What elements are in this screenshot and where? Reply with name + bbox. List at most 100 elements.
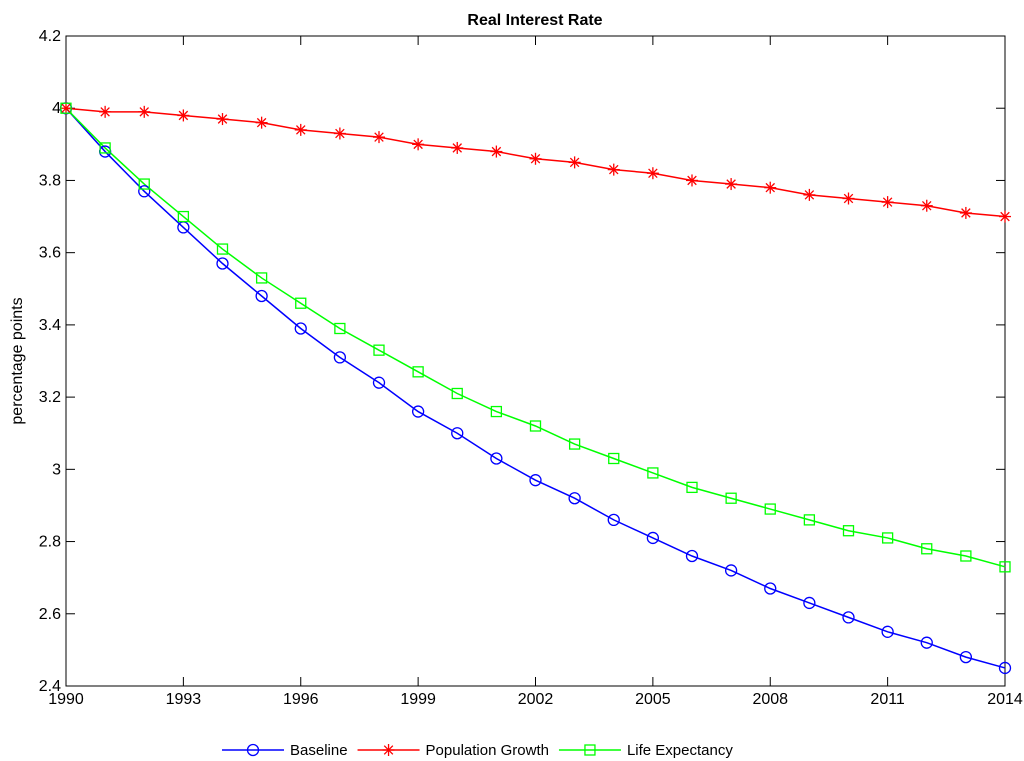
legend-marker (584, 744, 596, 756)
legend-marker (382, 744, 395, 756)
data-point (60, 102, 72, 115)
legend: Baseline Population Growth Life Expectancy (222, 742, 733, 759)
series-group (59, 102, 1012, 675)
y-tick-label: 2.8 (39, 534, 61, 551)
data-point (607, 163, 620, 176)
data-point (607, 513, 620, 527)
chart-title: Real Interest Rate (467, 12, 602, 29)
data-point (959, 206, 972, 219)
data-point (920, 199, 933, 212)
legend-entry: Population Growth (426, 742, 549, 759)
x-tick-label: 2002 (518, 691, 554, 708)
data-point (764, 582, 777, 595)
data-point (255, 289, 268, 303)
data-point (138, 185, 151, 198)
y-tick-label: 3.8 (39, 172, 61, 189)
data-point (451, 427, 464, 440)
data-point (255, 272, 268, 284)
x-tick-label: 2011 (870, 691, 905, 708)
data-point (216, 113, 229, 126)
data-point (803, 596, 816, 610)
data-point (999, 210, 1011, 223)
data-point (646, 531, 660, 545)
y-tick-label: 3 (52, 461, 61, 478)
data-point (568, 156, 581, 169)
data-point (138, 105, 151, 118)
y-tick-label: 4.2 (39, 28, 61, 45)
y-tick-label: 3.2 (39, 389, 61, 406)
y-tick-label: 2.6 (39, 606, 61, 623)
data-point (686, 174, 698, 187)
data-point (568, 492, 581, 505)
data-point (177, 210, 190, 223)
data-point (803, 514, 816, 526)
data-point (334, 322, 346, 335)
data-point (685, 549, 699, 563)
data-point (881, 532, 894, 544)
data-point (725, 492, 737, 504)
data-point (529, 474, 542, 487)
data-point (490, 452, 503, 465)
data-point (529, 152, 542, 165)
data-point (451, 141, 464, 154)
data-point (99, 105, 112, 118)
data-point (842, 611, 855, 624)
data-point (842, 192, 855, 205)
data-point (295, 297, 307, 309)
data-point (216, 257, 229, 270)
x-tick-label: 1996 (283, 691, 319, 708)
y-tick-label: 4 (52, 100, 61, 117)
data-point (920, 636, 933, 649)
legend-entry: Life Expectancy (627, 742, 733, 759)
data-point (490, 405, 503, 418)
x-tick-labels: 1990 1993 1996 1999 2002 2005 2008 2011 2014 (48, 691, 1023, 708)
data-point (998, 661, 1012, 675)
x-tick-label: 1999 (400, 691, 436, 708)
data-point (764, 503, 776, 515)
data-point (724, 564, 738, 577)
y-tick-label: 2.4 (39, 678, 61, 695)
x-tick-label: 2008 (752, 691, 788, 708)
data-point (960, 550, 972, 562)
x-tick-label: 2014 (987, 691, 1023, 708)
data-point (412, 366, 424, 378)
data-point (255, 116, 268, 129)
data-point (803, 188, 816, 201)
data-point (99, 142, 111, 154)
data-point (529, 420, 542, 432)
data-point (373, 131, 385, 144)
data-point (647, 467, 659, 479)
data-point (294, 322, 307, 335)
data-point (999, 561, 1011, 573)
data-point (608, 452, 620, 465)
data-point (333, 127, 346, 140)
data-point (373, 344, 385, 356)
y-tick-labels: 2.4 2.6 2.8 3 3.2 3.4 3.6 3.8 4 4.2 (39, 28, 61, 695)
x-tick-label: 2005 (635, 691, 671, 708)
y-tick-label: 3.4 (39, 317, 61, 334)
data-point (725, 178, 738, 191)
data-point (842, 525, 855, 537)
data-point (568, 438, 581, 450)
data-point (333, 351, 347, 364)
series-line-2 (65, 107, 1006, 568)
x-tick-label: 1990 (48, 691, 84, 708)
series-line-0 (65, 107, 1006, 669)
x-tick-label: 1993 (166, 691, 202, 708)
data-point (646, 167, 659, 180)
y-tick-label: 3.6 (39, 245, 61, 262)
data-point (451, 387, 463, 400)
data-point (959, 650, 973, 664)
data-point (490, 145, 503, 158)
data-point (177, 109, 190, 122)
data-point (372, 376, 386, 389)
data-point (138, 178, 150, 190)
y-axis-label: percentage points (9, 297, 26, 424)
plot-area-frame (65, 35, 1006, 687)
data-point (411, 405, 425, 418)
data-point (881, 625, 894, 638)
legend-entry: Baseline (290, 742, 348, 759)
data-point (60, 102, 72, 114)
data-point (216, 243, 229, 255)
